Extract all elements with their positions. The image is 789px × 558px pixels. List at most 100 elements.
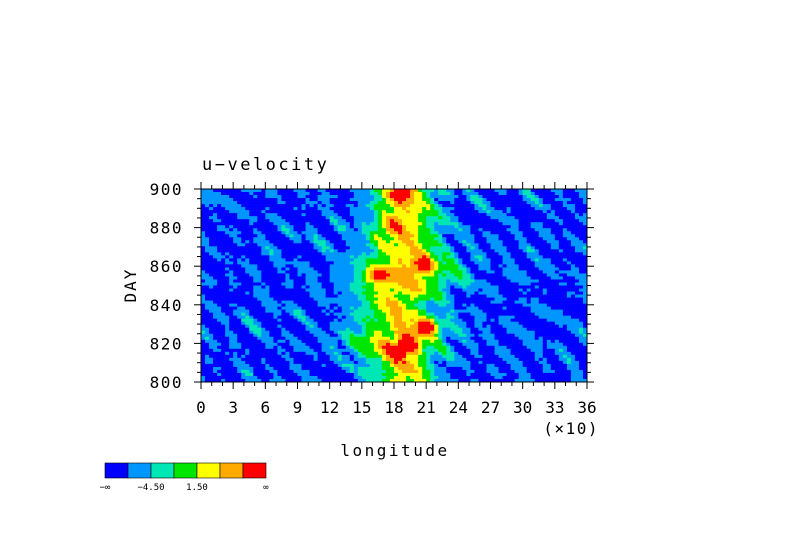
heatmap-cell bbox=[257, 252, 262, 256]
heatmap-cell bbox=[233, 249, 238, 253]
heatmap-cell bbox=[510, 279, 515, 283]
heatmap-cell bbox=[446, 237, 451, 241]
heatmap-cell bbox=[305, 249, 310, 253]
heatmap-cell bbox=[221, 234, 226, 238]
heatmap-cell bbox=[566, 195, 572, 199]
heatmap-cell bbox=[373, 339, 379, 344]
heatmap-cell bbox=[329, 198, 335, 202]
heatmap-cell bbox=[494, 249, 499, 253]
heatmap-cell bbox=[578, 294, 584, 298]
heatmap-cell bbox=[249, 273, 254, 277]
heatmap-cell bbox=[301, 198, 306, 202]
heatmap-cell bbox=[269, 303, 274, 307]
heatmap-cell bbox=[329, 309, 335, 313]
heatmap-cell bbox=[333, 228, 339, 232]
heatmap-cell bbox=[446, 279, 451, 283]
heatmap-cell bbox=[369, 213, 375, 217]
heatmap-cell bbox=[514, 231, 519, 235]
heatmap-cell bbox=[406, 303, 411, 307]
heatmap-cell bbox=[213, 252, 218, 256]
heatmap-cell bbox=[414, 324, 419, 329]
heatmap-cell bbox=[233, 192, 238, 196]
heatmap-cell bbox=[337, 204, 343, 208]
heatmap-cell bbox=[205, 243, 210, 247]
heatmap-cell bbox=[209, 342, 214, 347]
heatmap-cell bbox=[229, 306, 234, 310]
heatmap-cell bbox=[381, 303, 387, 307]
heatmap-cell bbox=[253, 258, 258, 262]
heatmap-cell bbox=[550, 264, 556, 268]
heatmap-cell bbox=[389, 216, 395, 220]
heatmap-cell bbox=[506, 342, 511, 347]
heatmap-cell bbox=[377, 234, 383, 238]
heatmap-cell bbox=[526, 240, 532, 244]
heatmap-cell bbox=[578, 327, 584, 332]
heatmap-cell bbox=[261, 231, 266, 235]
heatmap-cell bbox=[385, 213, 391, 217]
heatmap-cell bbox=[550, 303, 556, 307]
heatmap-cell bbox=[385, 342, 391, 347]
heatmap-cell bbox=[313, 192, 318, 196]
heatmap-cell bbox=[341, 279, 347, 283]
heatmap-cell bbox=[530, 219, 536, 223]
heatmap-cell bbox=[289, 315, 294, 320]
heatmap-cell bbox=[209, 192, 214, 196]
heatmap-cell bbox=[297, 327, 302, 332]
heatmap-cell bbox=[406, 192, 411, 196]
heatmap-cell bbox=[217, 240, 222, 244]
heatmap-cell bbox=[245, 228, 250, 232]
heatmap-cell bbox=[345, 318, 351, 323]
heatmap-cell bbox=[365, 291, 371, 295]
heatmap-cell bbox=[458, 213, 463, 217]
heatmap-cell bbox=[474, 234, 479, 238]
heatmap-cell bbox=[377, 237, 383, 241]
heatmap-cell bbox=[474, 243, 479, 247]
heatmap-cell bbox=[237, 231, 242, 235]
heatmap-cell bbox=[325, 192, 331, 196]
heatmap-cell bbox=[369, 252, 375, 256]
heatmap-cell bbox=[249, 297, 254, 301]
heatmap-cell bbox=[470, 324, 475, 329]
heatmap-cell bbox=[377, 201, 383, 205]
heatmap-cell bbox=[466, 306, 471, 310]
heatmap-cell bbox=[353, 315, 359, 320]
heatmap-cell bbox=[466, 339, 471, 344]
heatmap-cell bbox=[305, 276, 310, 280]
heatmap-cell bbox=[305, 246, 310, 250]
heatmap-cell bbox=[550, 255, 556, 259]
heatmap-cell bbox=[466, 195, 471, 199]
heatmap-cell bbox=[482, 291, 487, 295]
heatmap-cell bbox=[538, 210, 544, 214]
heatmap-cell bbox=[542, 243, 548, 247]
heatmap-cell bbox=[518, 315, 524, 320]
heatmap-cell bbox=[281, 237, 286, 241]
heatmap-cell bbox=[313, 324, 318, 329]
heatmap-cell bbox=[373, 315, 379, 320]
heatmap-cell bbox=[570, 309, 576, 313]
heatmap-cell bbox=[546, 288, 552, 292]
heatmap-cell bbox=[309, 195, 314, 199]
heatmap-cell bbox=[490, 285, 495, 289]
heatmap-cell bbox=[450, 207, 455, 211]
heatmap-cell bbox=[261, 252, 266, 256]
heatmap-cell bbox=[277, 195, 282, 199]
heatmap-cell bbox=[410, 225, 415, 229]
heatmap-cell bbox=[317, 270, 322, 274]
heatmap-cell bbox=[253, 195, 258, 199]
heatmap-cell bbox=[582, 240, 588, 244]
heatmap-cell bbox=[578, 228, 584, 232]
heatmap-cell bbox=[398, 222, 403, 226]
heatmap-cell bbox=[438, 219, 443, 223]
heatmap-cell bbox=[438, 207, 443, 211]
heatmap-cell bbox=[373, 204, 379, 208]
heatmap-cell bbox=[213, 225, 218, 229]
heatmap-cell bbox=[269, 243, 274, 247]
heatmap-cell bbox=[394, 282, 399, 286]
heatmap-cell bbox=[490, 222, 495, 226]
heatmap-cell bbox=[245, 300, 250, 304]
heatmap-cell bbox=[301, 324, 306, 329]
heatmap-cell bbox=[385, 291, 391, 295]
heatmap-cell bbox=[494, 234, 499, 238]
heatmap-cell bbox=[233, 258, 238, 262]
heatmap-cell bbox=[289, 285, 294, 289]
